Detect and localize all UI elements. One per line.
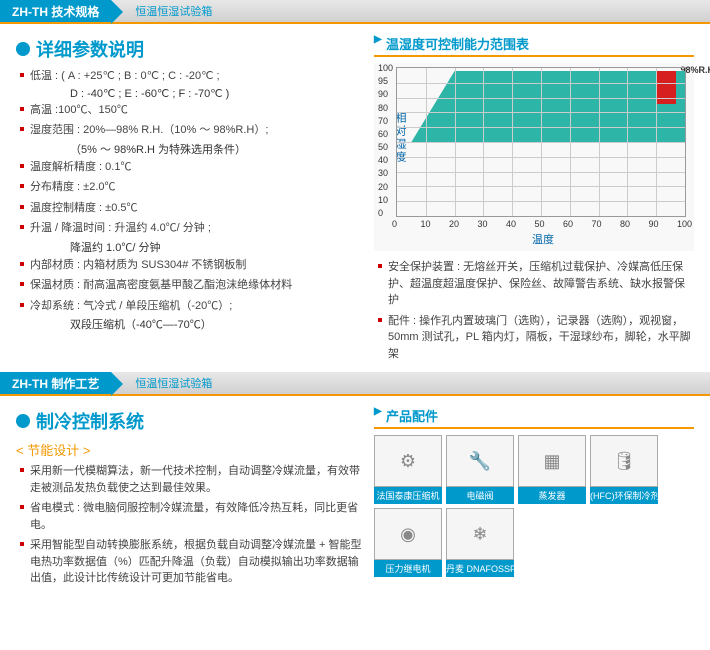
cooling-item: 省电模式 : 微电脑伺服控制冷媒流量，有效降低冷热互耗，同比更省电。 — [20, 498, 362, 535]
specs-list: 低温 : ( A : +25℃ ; B : 0℃ ; C : -20℃ ;D :… — [16, 66, 362, 332]
products-grid: ⚙法国泰康压缩机🔧电磁阀▦蒸发器🛢(HFC)环保制冷剂 ◉压力继电机❄丹麦 DNA… — [374, 435, 694, 577]
right-spec-item: 配件 : 操作孔内置玻璃门（选购），记录器（选购），观视窗，50mm 测试孔，P… — [378, 311, 694, 365]
humidity-chart: 相对湿度 98%R.H 100959080706050403020100 010… — [374, 63, 694, 251]
product-name: (HFC)环保制冷剂 — [590, 487, 658, 504]
ytick: 100 — [378, 63, 393, 73]
product-name: 法国泰康压缩机 — [374, 487, 442, 504]
spec-indent: D : -40℃ ; E : -60℃ ; F : -70℃ ) — [20, 87, 362, 100]
ytick: 50 — [378, 142, 388, 152]
product-item: ◉压力继电机 — [374, 508, 442, 577]
ytick: 80 — [378, 103, 388, 113]
product-icon: 🛢 — [590, 435, 658, 487]
ytick: 10 — [378, 195, 388, 205]
section-title-cooling: 制冷控制系统 — [16, 404, 362, 438]
spec-indent: （5% ～ 98%R.H 为特殊选用条件） — [20, 141, 362, 157]
ytick: 20 — [378, 182, 388, 192]
section-title-params: 详细参数说明 — [16, 32, 362, 66]
spec-item: 冷却系统 : 气冷式 / 单段压缩机（-20℃）; — [20, 296, 362, 317]
tab-sub-2: 恒温恒湿试验箱 — [111, 372, 220, 394]
xtick: 20 — [449, 219, 459, 229]
spec-item: 高温 :100℃、150℃ — [20, 100, 362, 121]
xtick: 40 — [506, 219, 516, 229]
cooling-item: 采用智能型自动转换膨胀系统，根据负载自动调整冷媒流量 + 智能型电热功率数据值（… — [20, 535, 362, 589]
tab-sub-1: 恒温恒湿试验箱 — [111, 0, 220, 22]
product-icon: ◉ — [374, 508, 442, 560]
content-1: 详细参数说明 低温 : ( A : +25℃ ; B : 0℃ ; C : -2… — [0, 24, 710, 372]
right-spec-item: 安全保护装置 : 无熔丝开关，压缩机过载保护、冷媒高低压保护、超温度超温度保护、… — [378, 257, 694, 311]
product-name: 蒸发器 — [518, 487, 586, 504]
product-item: ❄丹麦 DNAFOSSP 品牌 — [446, 508, 514, 577]
product-name: 丹麦 DNAFOSSP 品牌 — [446, 560, 514, 577]
xtick: 50 — [535, 219, 545, 229]
spec-item: 保温材质 : 耐高温高密度氨基甲酸乙酯泡沫绝缘体材料 — [20, 275, 362, 296]
xtick: 70 — [592, 219, 602, 229]
xtick: 0 — [392, 219, 397, 229]
product-item: 🛢(HFC)环保制冷剂 — [590, 435, 658, 504]
product-item: 🔧电磁阀 — [446, 435, 514, 504]
ytick: 95 — [378, 76, 388, 86]
cooling-list: 采用新一代模糊算法，新一代技术控制，自动调整冷媒流量，有效带走被测品发热负载使之… — [16, 461, 362, 589]
energy-saving-subtitle: < 节能设计 > — [16, 438, 362, 461]
ytick: 70 — [378, 116, 388, 126]
product-name: 电磁阀 — [446, 487, 514, 504]
product-icon: ❄ — [446, 508, 514, 560]
spec-item: 内部材质 : 内箱材质为 SUS304# 不锈钢板制 — [20, 255, 362, 276]
content-2: 制冷控制系统 < 节能设计 > 采用新一代模糊算法，新一代技术控制，自动调整冷媒… — [0, 396, 710, 597]
chart-xlabel: 温度 — [396, 231, 690, 247]
spec-item: 低温 : ( A : +25℃ ; B : 0℃ ; C : -20℃ ; — [20, 66, 362, 87]
tab-bar-2: ZH-TH 制作工艺 恒温恒湿试验箱 — [0, 372, 710, 396]
spec-item: 湿度范围 : 20%—98% R.H.（10% ～ 98%R.H）; — [20, 120, 362, 141]
spec-indent: 降温约 1.0℃/ 分钟 — [20, 239, 362, 255]
spec-item: 温度控制精度 : ±0.5℃ — [20, 198, 362, 219]
ytick: 0 — [378, 208, 383, 218]
spec-indent: 双段压缩机（-40℃—-70℃） — [20, 316, 362, 332]
product-icon: ⚙ — [374, 435, 442, 487]
ytick: 40 — [378, 155, 388, 165]
tab-bar-1: ZH-TH 技术规格 恒温恒湿试验箱 — [0, 0, 710, 24]
ytick: 60 — [378, 129, 388, 139]
spec-item: 温度解析精度 : 0.1℃ — [20, 157, 362, 178]
product-icon: ▦ — [518, 435, 586, 487]
spec-item: 分布精度 : ±2.0℃ — [20, 177, 362, 198]
cooling-item: 采用新一代模糊算法，新一代技术控制，自动调整冷媒流量，有效带走被测品发热负载使之… — [20, 461, 362, 498]
xtick: 100 — [677, 219, 692, 229]
chart-title: 温湿度可控制能力范围表 — [374, 32, 694, 57]
xtick: 60 — [563, 219, 573, 229]
xtick: 80 — [620, 219, 630, 229]
xtick: 90 — [649, 219, 659, 229]
xtick: 10 — [421, 219, 431, 229]
product-item: ⚙法国泰康压缩机 — [374, 435, 442, 504]
spec-item: 升温 / 降温时间 : 升温约 4.0℃/ 分钟 ; — [20, 218, 362, 239]
right-specs-list: 安全保护装置 : 无熔丝开关，压缩机过载保护、冷媒高低压保护、超温度超温度保护、… — [374, 257, 694, 364]
product-item: ▦蒸发器 — [518, 435, 586, 504]
product-name: 压力继电机 — [374, 560, 442, 577]
tab-specs[interactable]: ZH-TH 技术规格 — [0, 0, 111, 22]
ytick: 90 — [378, 89, 388, 99]
xtick: 30 — [478, 219, 488, 229]
ytick: 30 — [378, 168, 388, 178]
products-title: 产品配件 — [374, 404, 694, 429]
product-icon: 🔧 — [446, 435, 514, 487]
tab-process[interactable]: ZH-TH 制作工艺 — [0, 372, 111, 394]
